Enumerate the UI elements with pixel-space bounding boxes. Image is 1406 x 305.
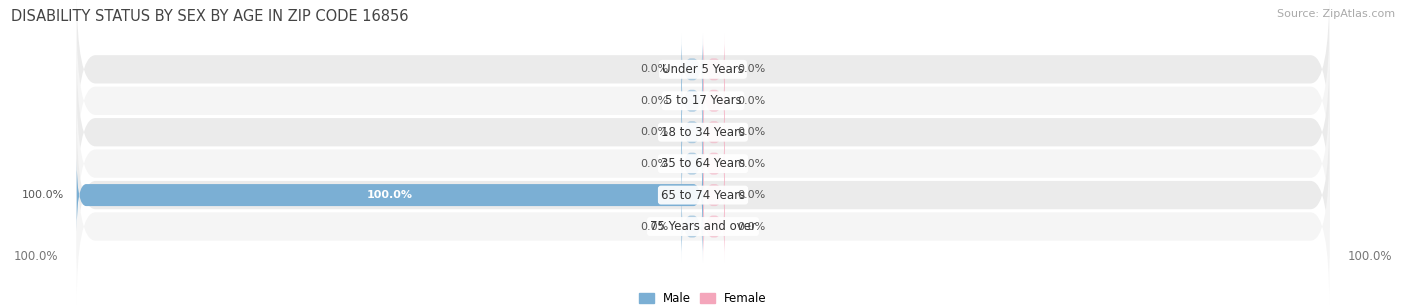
FancyBboxPatch shape (703, 190, 725, 263)
Text: 0.0%: 0.0% (738, 190, 766, 200)
FancyBboxPatch shape (681, 33, 703, 106)
Text: 0.0%: 0.0% (640, 159, 669, 169)
Text: 0.0%: 0.0% (738, 64, 766, 74)
FancyBboxPatch shape (77, 52, 1329, 212)
FancyBboxPatch shape (77, 84, 1329, 244)
FancyBboxPatch shape (703, 65, 725, 137)
Text: 100.0%: 100.0% (22, 190, 65, 200)
Text: 0.0%: 0.0% (738, 221, 766, 231)
Text: 0.0%: 0.0% (738, 96, 766, 106)
FancyBboxPatch shape (77, 0, 1329, 149)
Legend: Male, Female: Male, Female (634, 287, 772, 305)
Text: 5 to 17 Years: 5 to 17 Years (665, 94, 741, 107)
FancyBboxPatch shape (703, 33, 725, 106)
Text: 0.0%: 0.0% (640, 127, 669, 137)
FancyBboxPatch shape (77, 159, 703, 231)
FancyBboxPatch shape (77, 21, 1329, 181)
FancyBboxPatch shape (77, 115, 1329, 275)
Text: Under 5 Years: Under 5 Years (662, 63, 744, 76)
Text: 100.0%: 100.0% (14, 250, 59, 263)
FancyBboxPatch shape (681, 96, 703, 168)
Text: 0.0%: 0.0% (738, 159, 766, 169)
FancyBboxPatch shape (681, 65, 703, 137)
Text: 75 Years and over: 75 Years and over (650, 220, 756, 233)
FancyBboxPatch shape (77, 146, 1329, 305)
Text: 0.0%: 0.0% (738, 127, 766, 137)
Text: 0.0%: 0.0% (640, 96, 669, 106)
FancyBboxPatch shape (681, 127, 703, 200)
FancyBboxPatch shape (703, 159, 725, 231)
FancyBboxPatch shape (703, 96, 725, 168)
Text: DISABILITY STATUS BY SEX BY AGE IN ZIP CODE 16856: DISABILITY STATUS BY SEX BY AGE IN ZIP C… (11, 9, 409, 24)
Text: 65 to 74 Years: 65 to 74 Years (661, 188, 745, 202)
FancyBboxPatch shape (703, 127, 725, 200)
FancyBboxPatch shape (681, 190, 703, 263)
Text: 18 to 34 Years: 18 to 34 Years (661, 126, 745, 139)
Text: 100.0%: 100.0% (367, 190, 413, 200)
Text: 0.0%: 0.0% (640, 64, 669, 74)
Text: 0.0%: 0.0% (640, 221, 669, 231)
Text: Source: ZipAtlas.com: Source: ZipAtlas.com (1277, 9, 1395, 19)
Text: 35 to 64 Years: 35 to 64 Years (661, 157, 745, 170)
Text: 100.0%: 100.0% (1347, 250, 1392, 263)
